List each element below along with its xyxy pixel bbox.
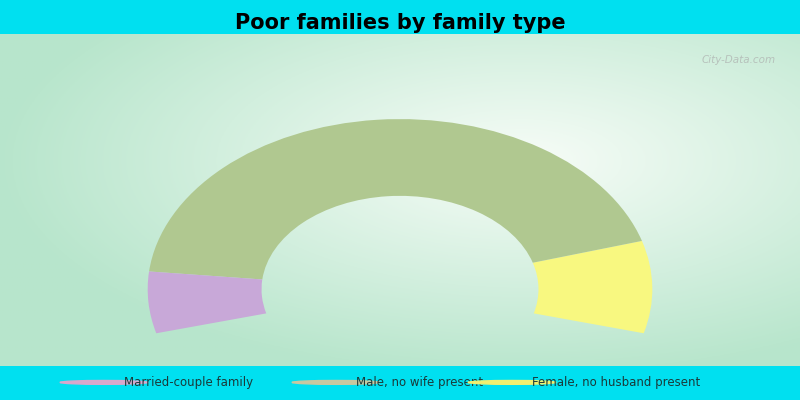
Text: Female, no husband present: Female, no husband present: [532, 376, 700, 389]
Circle shape: [60, 380, 148, 384]
Wedge shape: [149, 119, 642, 280]
Text: Poor families by family type: Poor families by family type: [234, 13, 566, 33]
Text: City-Data.com: City-Data.com: [702, 55, 775, 65]
Text: Male, no wife present: Male, no wife present: [356, 376, 483, 389]
Wedge shape: [533, 241, 652, 333]
Text: Married-couple family: Married-couple family: [124, 376, 253, 389]
Wedge shape: [148, 272, 266, 333]
Circle shape: [292, 380, 380, 384]
Circle shape: [468, 380, 556, 384]
